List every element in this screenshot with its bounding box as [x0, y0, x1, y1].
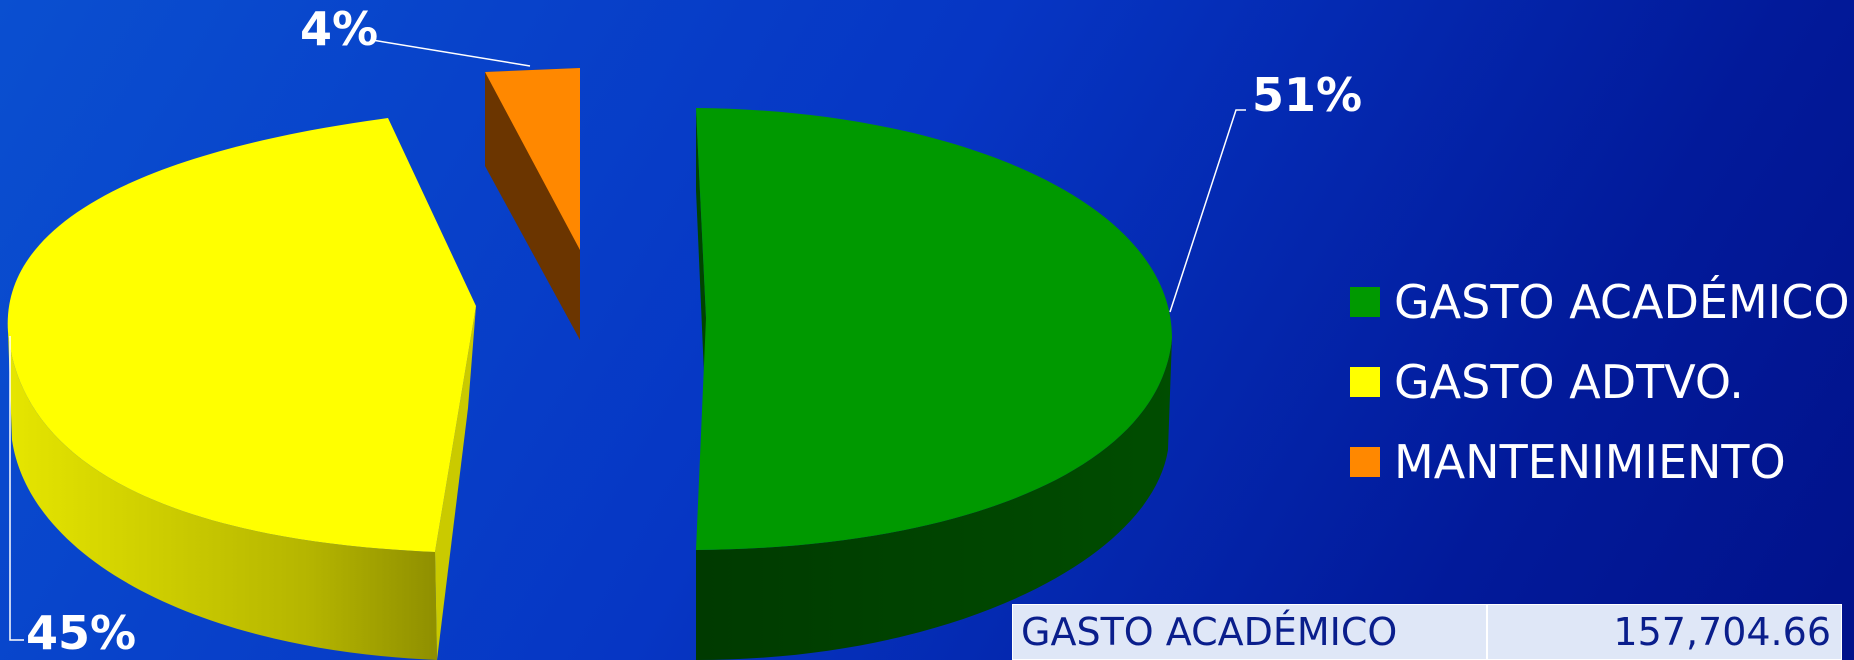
- legend-label: GASTO ACADÉMICO: [1394, 275, 1850, 329]
- legend-label: MANTENIMIENTO: [1394, 435, 1786, 489]
- pie-slice-mantenimiento: [485, 68, 580, 340]
- chart-legend: GASTO ACADÉMICO GASTO ADTVO. MANTENIMIEN…: [1350, 262, 1850, 502]
- data-label-gasto-academico: 51%: [1252, 68, 1363, 122]
- legend-label: GASTO ADTVO.: [1394, 355, 1744, 409]
- legend-item-gasto-adtvo: GASTO ADTVO.: [1350, 342, 1850, 422]
- data-table-row: GASTO ACADÉMICO 157,704.66: [1012, 604, 1842, 660]
- legend-item-mantenimiento: MANTENIMIENTO: [1350, 422, 1850, 502]
- table-cell-name: GASTO ACADÉMICO: [1013, 605, 1488, 659]
- pie-slice-gasto-academico: [696, 108, 1172, 660]
- legend-item-gasto-academico: GASTO ACADÉMICO: [1350, 262, 1850, 342]
- table-cell-value: 157,704.66: [1613, 610, 1831, 654]
- legend-swatch-orange: [1350, 447, 1380, 477]
- leader-line-gasto-adtvo: [9, 336, 24, 641]
- legend-swatch-yellow: [1350, 367, 1380, 397]
- data-label-gasto-adtvo: 45%: [26, 606, 137, 660]
- leader-line-gasto-academico: [1169, 109, 1246, 313]
- legend-swatch-green: [1350, 287, 1380, 317]
- data-label-mantenimiento: 4%: [300, 2, 379, 56]
- pie-slice-gasto-adtvo: [7, 118, 476, 660]
- leader-line-mantenimiento: [371, 39, 531, 67]
